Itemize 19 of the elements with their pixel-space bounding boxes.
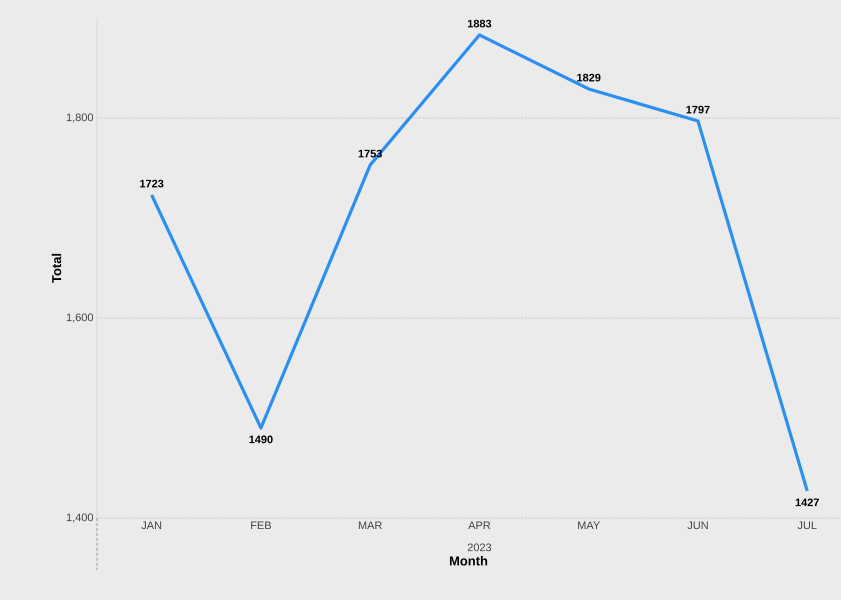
text: 2023	[468, 544, 492, 552]
x-axis-title: Month	[450, 556, 488, 566]
x-tick-label: JAN	[141, 522, 162, 530]
y-tick-label: 1,600	[66, 313, 94, 323]
data-label: 1797	[686, 106, 710, 114]
x-tick-label: MAR	[358, 522, 382, 530]
x-tick-label: APR	[468, 522, 490, 530]
data-label: 1490	[249, 436, 273, 444]
y-tick-label: 1,800	[66, 113, 94, 123]
data-label: 1427	[796, 498, 819, 506]
y-tick-label: 1,400	[66, 513, 94, 523]
y-axis-title: Total	[52, 254, 62, 283]
x-tick-label: JUL	[798, 522, 817, 530]
x-tick-label: JUN	[687, 522, 708, 530]
data-label: 1829	[577, 74, 600, 82]
x-tick-label: FEB	[251, 522, 271, 530]
x-tick-label: MAY	[578, 522, 600, 530]
data-label: 1883	[468, 20, 492, 28]
data-label: 1723	[140, 180, 164, 188]
